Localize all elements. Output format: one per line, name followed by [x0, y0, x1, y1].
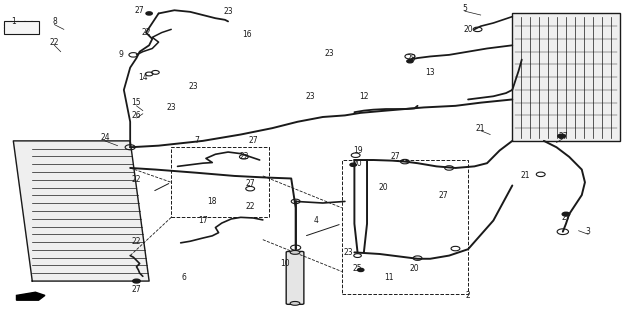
Circle shape [133, 279, 141, 283]
Ellipse shape [290, 251, 300, 254]
Text: 20: 20 [463, 25, 473, 34]
Text: 23: 23 [223, 7, 233, 16]
Text: 27: 27 [246, 180, 255, 188]
Text: 12: 12 [359, 92, 368, 101]
Text: 27: 27 [249, 136, 258, 145]
Text: 23: 23 [343, 248, 353, 257]
Text: 23: 23 [189, 82, 198, 91]
Text: 22: 22 [246, 202, 255, 211]
Circle shape [558, 134, 565, 138]
Text: 23: 23 [305, 92, 315, 101]
Circle shape [350, 163, 356, 166]
Circle shape [407, 60, 413, 63]
Text: 6: 6 [182, 273, 186, 282]
Circle shape [358, 268, 364, 271]
FancyBboxPatch shape [286, 252, 304, 304]
Text: 1: 1 [11, 17, 16, 26]
Text: 23: 23 [166, 103, 176, 112]
Text: 20: 20 [353, 159, 362, 168]
Text: 13: 13 [425, 68, 435, 77]
Text: 16: 16 [242, 30, 252, 39]
Ellipse shape [290, 301, 300, 305]
Text: 10: 10 [280, 259, 290, 268]
Bar [512, 13, 620, 141]
Text: 24: 24 [100, 133, 110, 142]
Text: 27: 27 [391, 152, 400, 161]
Text: 19: 19 [353, 146, 362, 155]
Circle shape [562, 212, 570, 216]
Text: 22: 22 [239, 152, 249, 161]
Bar [342, 160, 468, 294]
Text: 26: 26 [132, 111, 141, 120]
Text: 22: 22 [132, 175, 141, 184]
Text: 8: 8 [52, 17, 57, 26]
Text: 28: 28 [406, 53, 416, 62]
Text: 25: 25 [353, 264, 362, 273]
Text: 15: 15 [132, 98, 141, 107]
Text: 21: 21 [476, 124, 486, 132]
Bar [4, 21, 39, 34]
Text: 27: 27 [558, 132, 568, 140]
Polygon shape [16, 292, 45, 300]
Text: 7: 7 [194, 136, 199, 145]
Text: 20: 20 [410, 264, 419, 274]
Text: 3: 3 [586, 227, 591, 236]
Text: 11: 11 [384, 273, 394, 282]
Text: 2: 2 [466, 291, 470, 300]
Text: 21: 21 [520, 172, 530, 180]
Text: 9: 9 [118, 50, 123, 59]
Polygon shape [13, 141, 149, 281]
Text: 4: 4 [314, 216, 319, 225]
Text: 5: 5 [463, 4, 467, 13]
Text: 27: 27 [132, 284, 141, 293]
Text: 20: 20 [378, 183, 387, 192]
Text: 18: 18 [208, 197, 217, 206]
Text: 27: 27 [135, 6, 144, 15]
Text: 22: 22 [49, 38, 59, 47]
Bar [172, 147, 269, 217]
Text: 14: 14 [138, 73, 147, 82]
Text: 22: 22 [141, 28, 151, 37]
Text: 27: 27 [438, 190, 448, 200]
Text: 22: 22 [132, 237, 141, 246]
Text: 17: 17 [198, 216, 208, 225]
Text: 23: 23 [324, 49, 334, 58]
Circle shape [146, 12, 153, 15]
Text: 27: 27 [561, 213, 571, 222]
